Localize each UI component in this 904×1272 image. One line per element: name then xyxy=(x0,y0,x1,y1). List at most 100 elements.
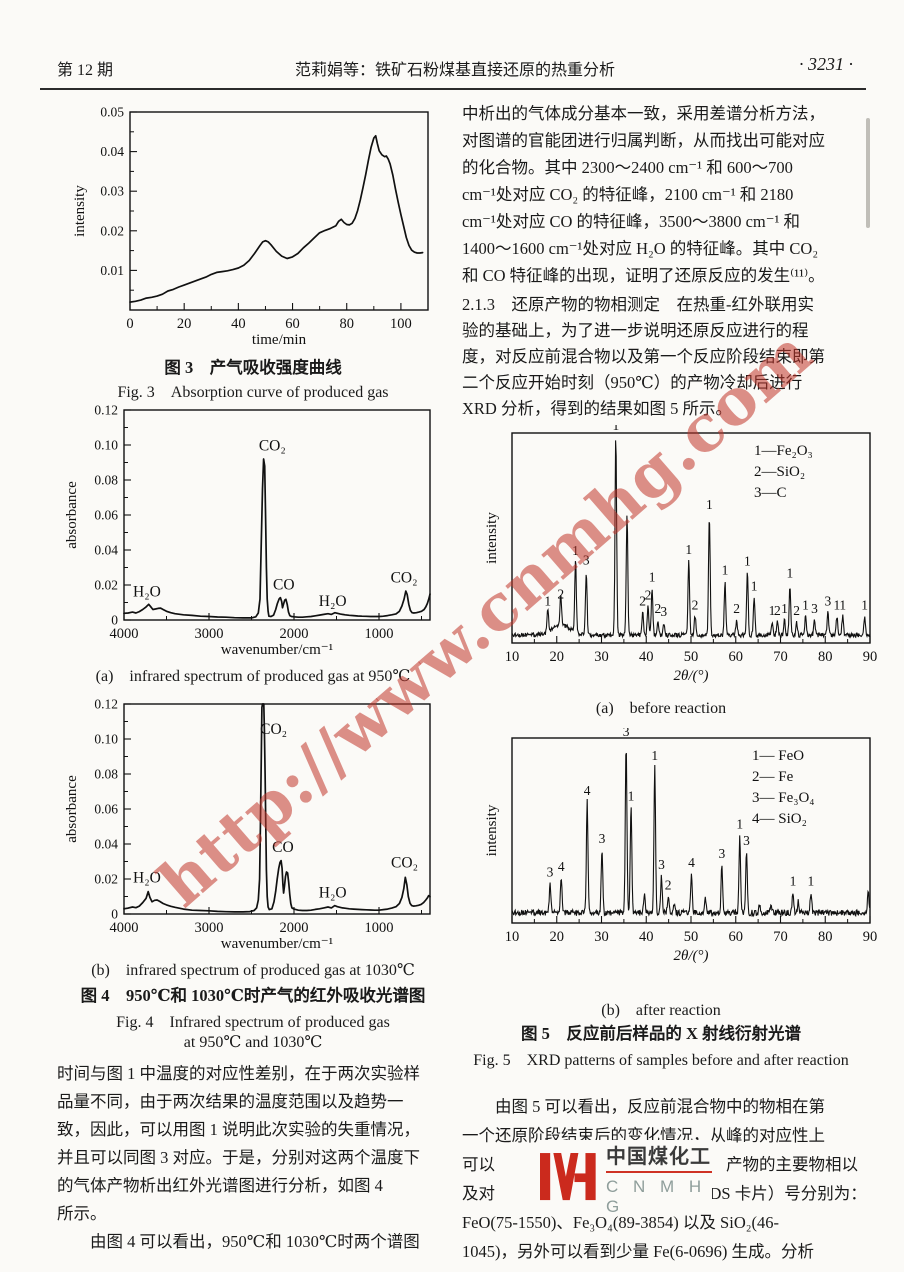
figure4-caption-en-line1: Fig. 4 Infrared spectrum of produced gas xyxy=(116,1014,390,1031)
svg-text:1: 1 xyxy=(781,601,788,616)
svg-text:80: 80 xyxy=(818,649,833,665)
svg-text:3000: 3000 xyxy=(195,626,224,642)
svg-text:H₂O: H₂O xyxy=(133,583,161,600)
journal-issue: 第 12 期 xyxy=(57,62,114,79)
svg-text:100: 100 xyxy=(390,316,412,332)
svg-text:3: 3 xyxy=(623,728,630,739)
figure4b-ir-spectrum-1030-chart: 4000 3000 2000 1000 0 0.02 0.04 0.06 0.08 0.10 0.1… xyxy=(64,697,431,952)
svg-text:10: 10 xyxy=(505,929,520,945)
svg-text:2— Fe: 2— Fe xyxy=(752,769,794,785)
svg-text:50: 50 xyxy=(684,649,699,665)
svg-text:2: 2 xyxy=(692,597,699,612)
svg-text:3: 3 xyxy=(599,831,606,846)
svg-text:30: 30 xyxy=(594,929,609,945)
svg-text:4: 4 xyxy=(584,783,591,798)
svg-text:H₂O: H₂O xyxy=(319,884,347,901)
svg-text:1: 1 xyxy=(572,543,579,558)
svg-text:40: 40 xyxy=(639,649,654,665)
svg-text:1: 1 xyxy=(769,603,776,618)
svg-text:1: 1 xyxy=(722,563,729,578)
svg-text:H₂O: H₂O xyxy=(319,593,347,610)
svg-text:1: 1 xyxy=(839,597,846,612)
svg-text:0.08: 0.08 xyxy=(94,767,118,782)
svg-text:time/min: time/min xyxy=(252,332,307,348)
svg-text:4000: 4000 xyxy=(110,920,139,936)
figure4a-ir-spectrum-950-chart: 4000 3000 2000 1000 0 0.02 0.04 0.06 0.08 0.10 0.1… xyxy=(64,403,431,658)
svg-text:1: 1 xyxy=(649,570,656,585)
svg-text:1: 1 xyxy=(736,816,743,831)
scan-artifact xyxy=(866,118,870,228)
svg-text:0.08: 0.08 xyxy=(94,473,118,488)
svg-text:H₂O: H₂O xyxy=(133,870,161,887)
svg-text:CO₂: CO₂ xyxy=(259,437,286,454)
svg-text:80: 80 xyxy=(818,929,833,945)
svg-text:1: 1 xyxy=(651,748,658,763)
svg-text:3: 3 xyxy=(825,593,832,608)
svg-text:3: 3 xyxy=(658,857,665,872)
svg-text:0.02: 0.02 xyxy=(100,223,124,238)
svg-text:2: 2 xyxy=(774,603,781,618)
svg-text:1: 1 xyxy=(744,554,751,569)
svg-text:0.06: 0.06 xyxy=(94,802,118,817)
svg-text:0: 0 xyxy=(111,907,118,922)
figure4-caption-en-line2: at 950℃ and 1030℃ xyxy=(183,1034,323,1051)
page-number: · 3231 · xyxy=(799,54,853,74)
svg-text:2: 2 xyxy=(639,593,646,608)
svg-text:0.02: 0.02 xyxy=(94,872,118,887)
svg-text:4: 4 xyxy=(558,859,565,874)
article-running-title: 范莉娟等：铁矿石粉煤基直接还原的热重分析 xyxy=(294,62,615,79)
svg-text:0.12: 0.12 xyxy=(94,403,118,418)
svg-text:0.06: 0.06 xyxy=(94,508,118,523)
svg-text:60: 60 xyxy=(285,316,300,332)
svg-text:2: 2 xyxy=(665,877,672,892)
svg-text:3—C: 3—C xyxy=(754,485,787,501)
svg-text:40: 40 xyxy=(231,316,246,332)
svg-text:wavenumber/cm⁻¹: wavenumber/cm⁻¹ xyxy=(221,936,333,952)
cnmhg-logo: 中国煤化工 C N M H G xyxy=(540,1140,712,1216)
svg-text:3: 3 xyxy=(583,553,590,568)
figure4-caption-cn: 图 4 950℃和 1030℃时产气的红外吸收光谱图 xyxy=(80,986,426,1005)
svg-text:CO₂: CO₂ xyxy=(391,569,418,586)
page-header: 第 12 期 范莉娟等：铁矿石粉煤基直接还原的热重分析 · 3231 · xyxy=(55,54,855,80)
bottom-right-paragraph: 由图 5 可以看出，反应前混合物中的物相在第 一个还原阶段结束后的变化情况，从峰… xyxy=(462,1097,867,1261)
figure3-caption-en: Fig. 3 Absorption curve of produced gas xyxy=(117,384,389,401)
svg-text:30: 30 xyxy=(594,649,609,665)
svg-text:0: 0 xyxy=(111,613,118,628)
svg-text:1000: 1000 xyxy=(365,920,394,936)
svg-text:0.12: 0.12 xyxy=(94,697,118,712)
svg-text:0.03: 0.03 xyxy=(100,184,124,199)
svg-text:2: 2 xyxy=(557,586,564,601)
svg-text:CO: CO xyxy=(273,576,295,593)
figure4a-caption: (a) infrared spectrum of produced gas at… xyxy=(95,668,411,685)
svg-text:1: 1 xyxy=(751,578,758,593)
svg-text:2000: 2000 xyxy=(280,920,309,936)
svg-text:1: 1 xyxy=(802,597,809,612)
svg-text:CO₂: CO₂ xyxy=(260,721,287,738)
svg-text:70: 70 xyxy=(773,649,788,665)
svg-text:60: 60 xyxy=(729,649,744,665)
figure5-caption-cn: 图 5 反应前后样品的 X 射线衍射光谱 xyxy=(520,1024,802,1043)
svg-text:10: 10 xyxy=(505,649,520,665)
svg-text:1: 1 xyxy=(834,597,841,612)
svg-text:0.10: 0.10 xyxy=(94,438,118,453)
svg-text:60: 60 xyxy=(729,929,744,945)
svg-text:3: 3 xyxy=(660,604,667,619)
svg-text:3: 3 xyxy=(719,846,726,861)
cnmhg-logo-en: C N M H G xyxy=(606,1177,707,1216)
svg-text:3000: 3000 xyxy=(195,920,224,936)
cnmhg-logo-cn: 中国煤化工 xyxy=(606,1140,712,1173)
svg-text:1: 1 xyxy=(808,874,815,889)
svg-text:1: 1 xyxy=(787,566,794,581)
svg-text:4: 4 xyxy=(688,855,695,870)
figure5a-caption: (a) before reaction xyxy=(595,700,727,717)
svg-text:90: 90 xyxy=(863,649,877,665)
cnmhg-logo-mark-icon xyxy=(540,1153,596,1201)
svg-text:0.02: 0.02 xyxy=(94,578,118,593)
svg-text:1: 1 xyxy=(790,874,797,889)
svg-text:2: 2 xyxy=(655,601,662,616)
svg-text:1: 1 xyxy=(544,593,551,608)
right-column-paragraph-1: 中析出的气体成分基本一致，采用差谱分析方法， 对图谱的官能团进行归属判断，从而找… xyxy=(462,104,825,285)
svg-text:0.04: 0.04 xyxy=(94,837,118,852)
